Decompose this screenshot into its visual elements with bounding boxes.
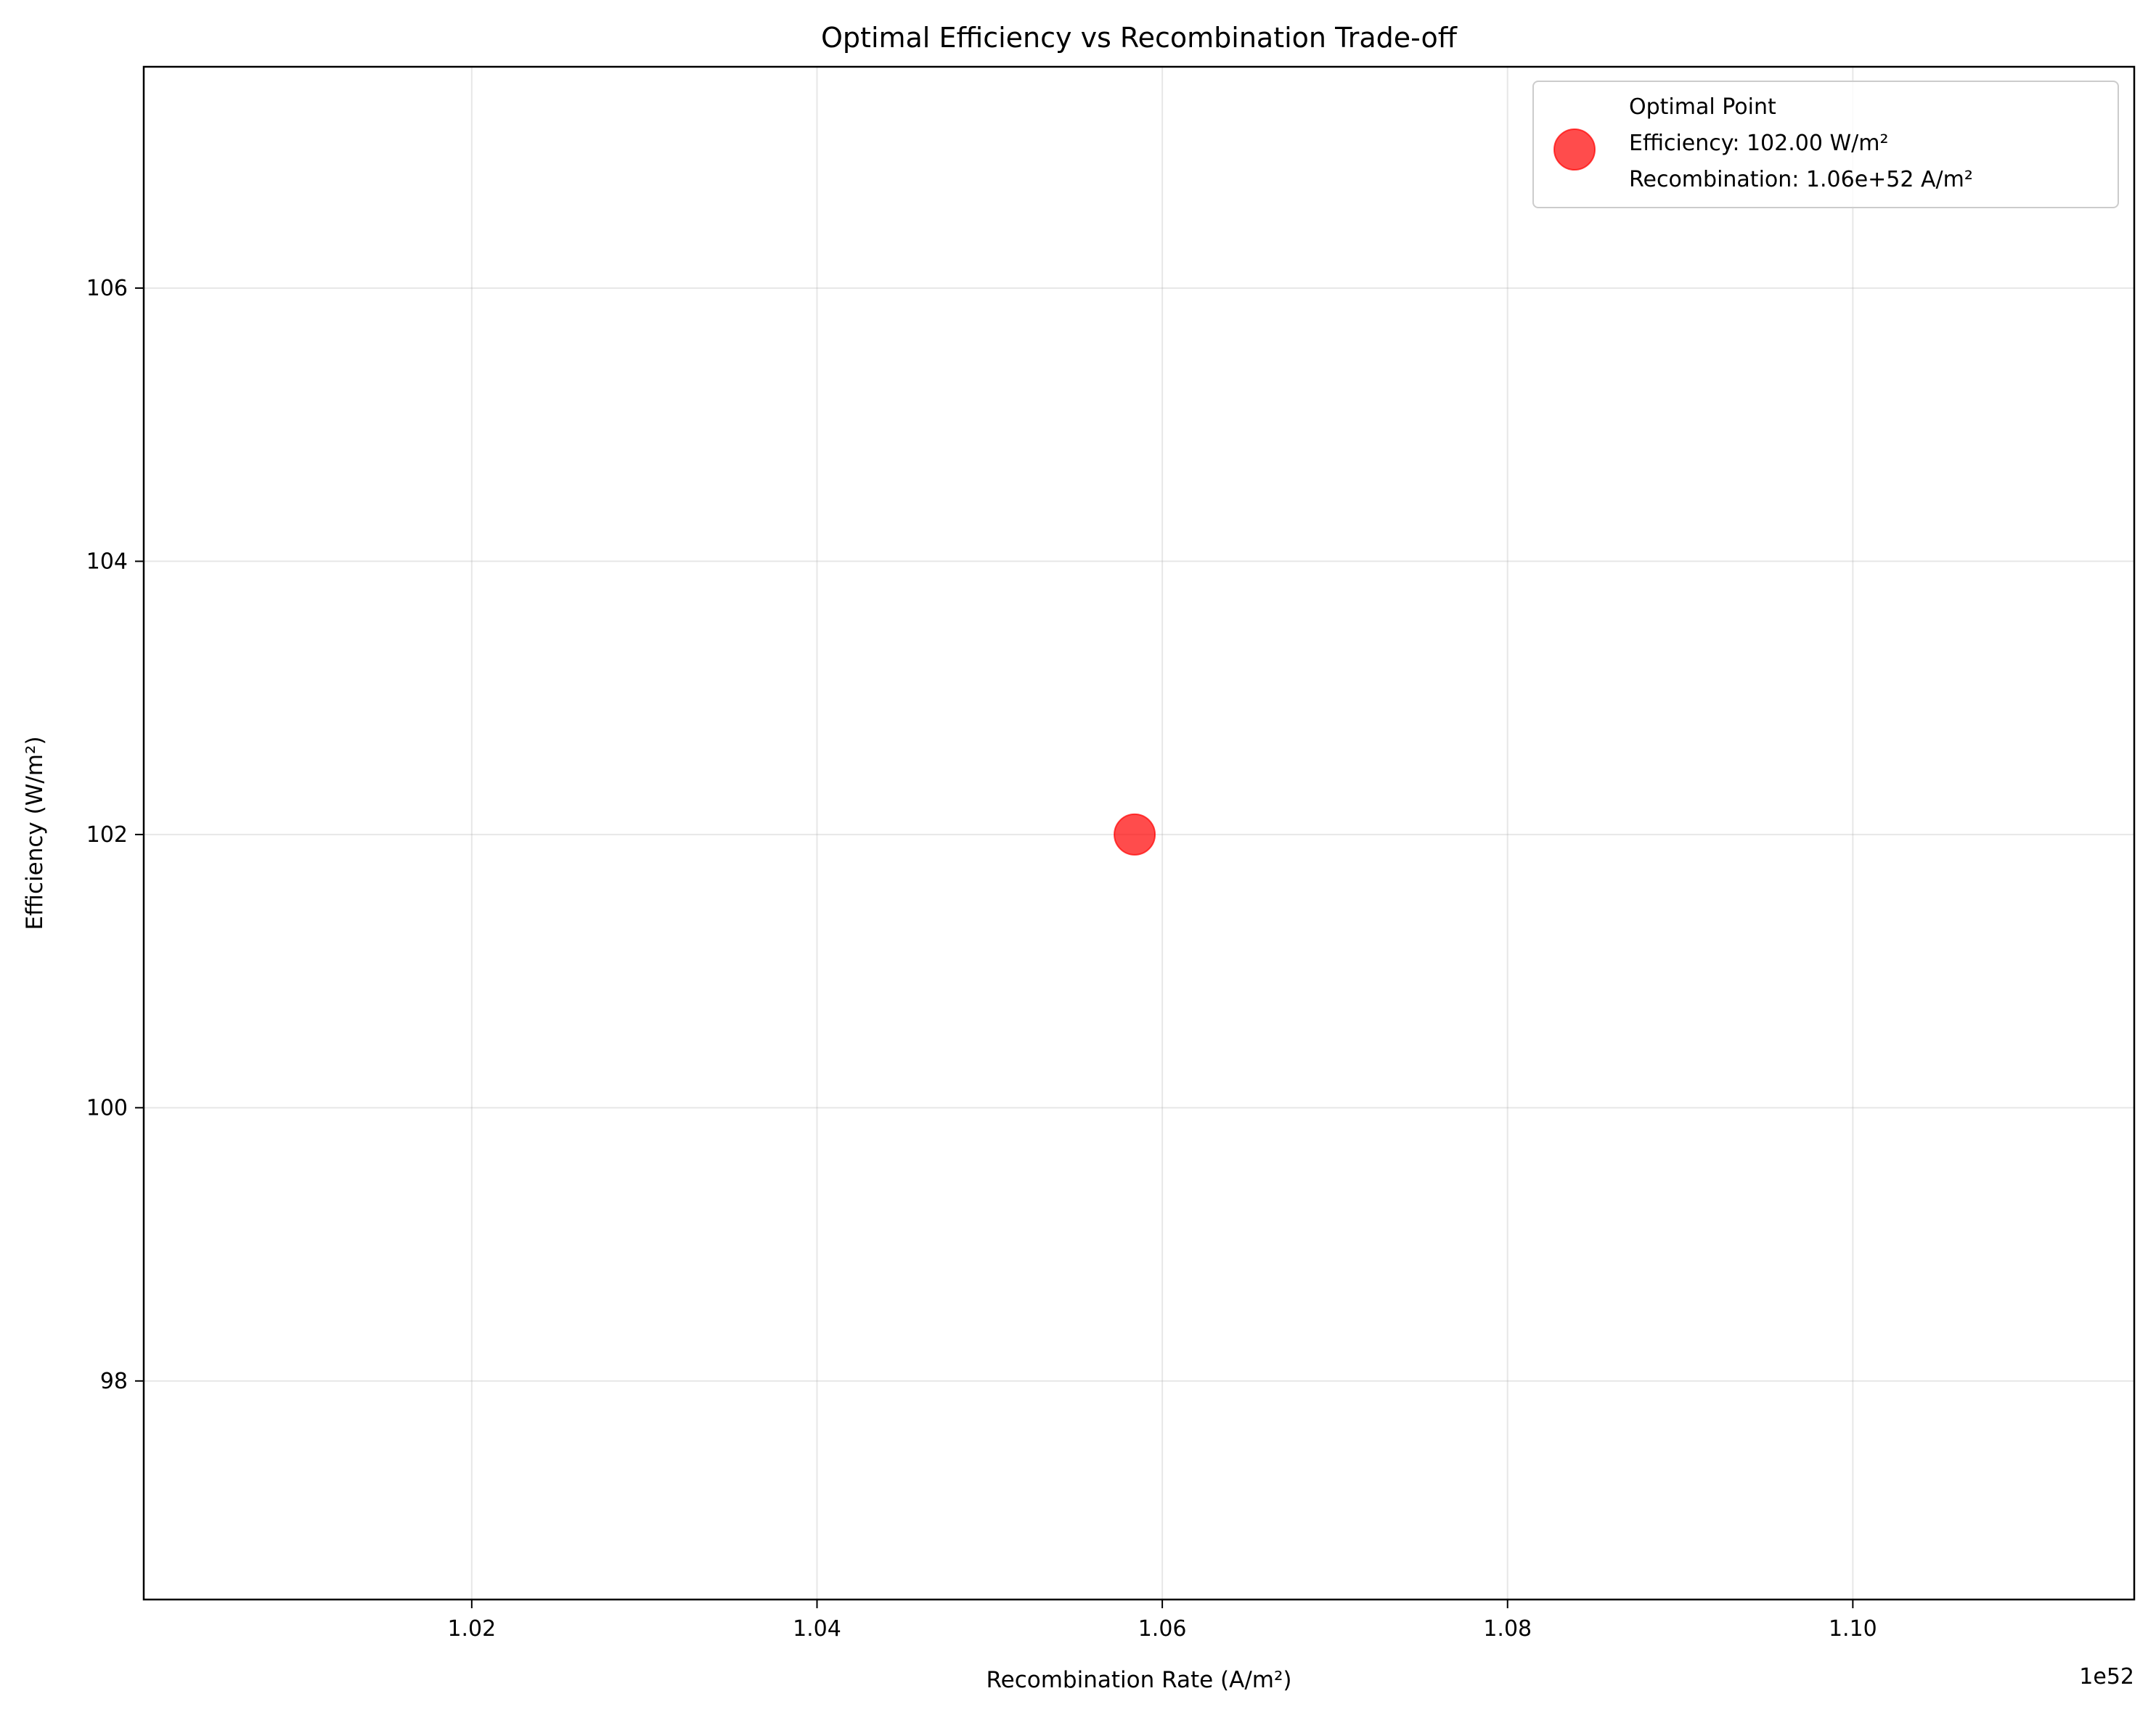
x-tick-label: 1.08 xyxy=(1483,1616,1532,1642)
legend-recombination-line: Recombination: 1.06e+52 A/m² xyxy=(1629,167,1973,192)
legend-efficiency-line: Efficiency: 102.00 W/m² xyxy=(1629,131,1889,156)
x-tick-label: 1.06 xyxy=(1138,1616,1187,1642)
x-axis-offset-label: 1e52 xyxy=(2079,1664,2134,1690)
x-axis-ticks: 1.02 1.04 1.06 1.08 1.10 xyxy=(447,1600,1877,1642)
axes-frame xyxy=(142,65,2136,1601)
legend-series-name: Optimal Point xyxy=(1629,94,1776,120)
data-points xyxy=(1114,813,1156,856)
legend-box xyxy=(1532,81,2119,208)
y-tick-label: 106 xyxy=(86,276,128,301)
legend-marker xyxy=(1553,128,1596,171)
data-point xyxy=(1114,813,1156,856)
x-tick-label: 1.04 xyxy=(793,1616,841,1642)
legend: Optimal Point Efficiency: 102.00 W/m² Re… xyxy=(1532,81,2119,208)
y-tick-label: 102 xyxy=(86,822,128,848)
y-tick-label: 104 xyxy=(86,549,128,574)
y-axis-ticks: 98 100 102 104 106 xyxy=(86,276,144,1394)
y-axis-label: Efficiency (W/m²) xyxy=(22,736,48,930)
y-tick-label: 100 xyxy=(86,1095,128,1121)
grid-lines xyxy=(144,67,2134,1600)
chart-title: Optimal Efficiency vs Recombination Trad… xyxy=(821,22,1458,54)
x-tick-label: 1.10 xyxy=(1829,1616,1877,1642)
y-tick-label: 98 xyxy=(100,1369,128,1394)
x-tick-label: 1.02 xyxy=(447,1616,496,1642)
x-axis-label: Recombination Rate (A/m²) xyxy=(987,1667,1292,1693)
